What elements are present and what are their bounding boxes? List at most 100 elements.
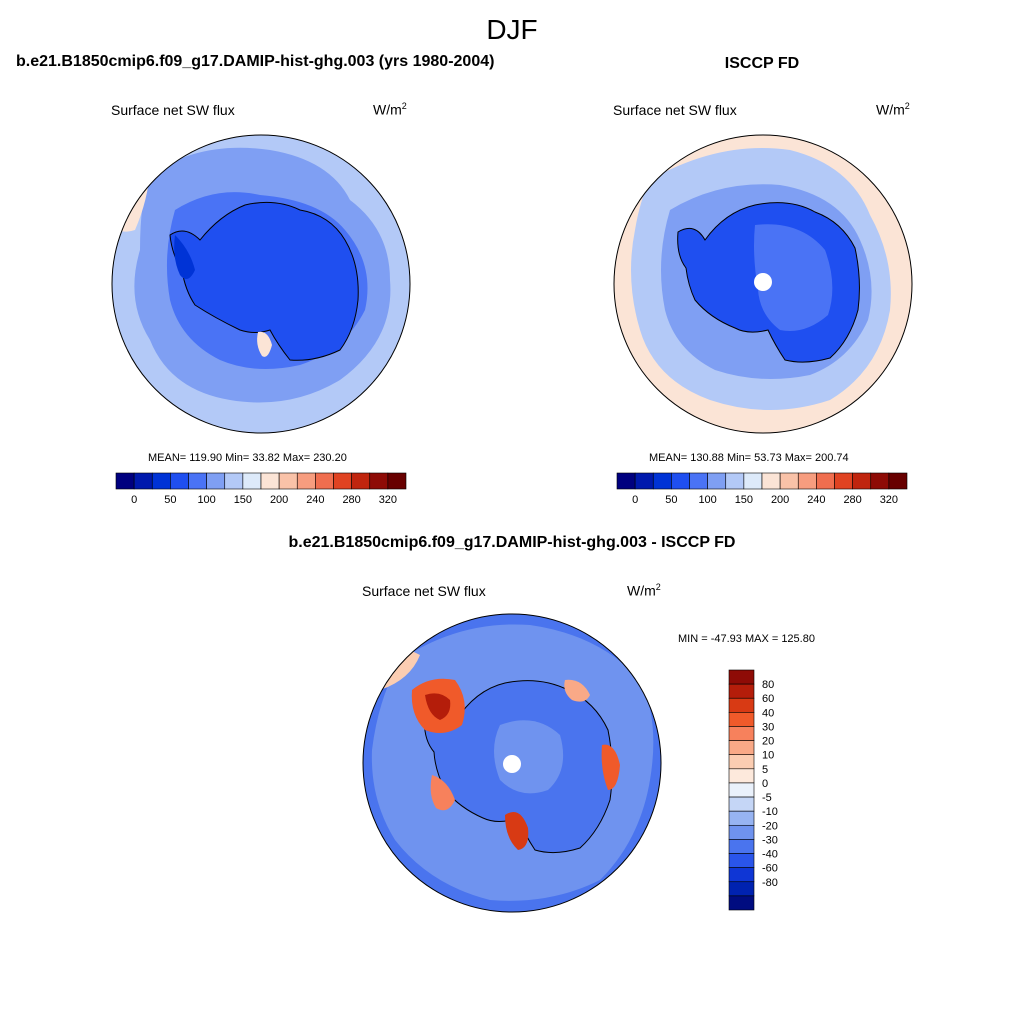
panel2-map [614,135,912,433]
panel3-colorbar-tick-label: 20 [762,736,774,748]
panel2-colorbar-swatch [616,472,636,490]
panel3-colorbar-tick-label: 80 [762,679,774,691]
panel2-colorbar-swatch [834,472,853,490]
season-title: DJF [486,14,538,45]
panel3-colorbar-swatch [728,853,755,868]
panel1-colorbar-tick-label: 100 [197,494,215,506]
panel1-colorbar-swatch [242,472,262,490]
panel2-title: ISCCP FD [724,55,800,72]
panel3-map [363,614,661,912]
panel3-colorbar-tick-label: -40 [762,849,778,861]
panel3-colorbar-tick-label: -80 [762,877,778,889]
panel3-warm-s [505,811,529,850]
panel3-colorbar-swatch [728,796,755,812]
panel3-colorbar-tick-label: 60 [762,693,774,705]
panel1-colorbar-swatch [115,472,135,490]
panel1-map [112,135,410,433]
panel2-stats: MEAN= 130.88 Min= 53.73 Max= 200.74 [649,452,849,464]
panel3-colorbar-tick-label: -30 [762,834,778,846]
panel3-colorbar-swatch [728,867,755,883]
panel1-colorbar-swatch [296,472,316,490]
panel2-colorbar-swatch [761,472,781,490]
panel2-colorbar-tick-label: 50 [665,494,677,506]
panel2-colorbar-swatch [689,472,708,490]
panel2-interior-lighter [754,224,833,331]
panel2-colorbar-swatch [652,472,672,490]
panel3-colorbar-tick-label: 5 [762,764,768,776]
panel2-units-label: W/m2 [876,101,910,118]
panel1-colorbar-swatch [151,472,171,490]
panel1-colorbar-swatch [333,472,352,490]
panel3-colorbar-swatch [728,824,755,840]
panel1-colorbar-swatch [224,472,244,490]
panel1-colorbar-swatch [260,472,280,490]
panel2-colorbar-tick-label: 200 [771,494,789,506]
panel3-warm-ne [564,679,590,702]
panel1-colorbar-swatch [278,472,298,490]
panel3-colorbar-swatch [728,754,755,770]
panel3-colorbar-tick-label: -10 [762,806,778,818]
panel3-colorbar-swatch [728,768,755,784]
panel1-colorbar-tick-label: 150 [234,494,252,506]
panel3-colorbar-swatch [728,726,755,741]
panel3-warm-sw [430,775,455,811]
panel1-colorbar-swatch [351,472,371,490]
panel3-colorbar-swatch [728,683,755,699]
panel2-pole-hole [754,273,772,291]
panel3-colorbar-swatch [728,740,755,756]
panel2-colorbar-swatch [816,472,835,490]
panel2-colorbar-swatch [671,472,690,490]
panel2-colorbar-swatch [779,472,799,490]
panel3-colorbar-tick-label: 40 [762,707,774,719]
panel3-colorbar-swatch [728,697,755,713]
panel3-colorbar-swatch [728,839,755,854]
panel1-map-border [111,134,411,434]
panel3-minmax: MIN = -47.93 MAX = 125.80 [678,633,815,645]
panel3-colorbar-tick-label: -20 [762,820,778,832]
panel3-colorbar-tick-label: 30 [762,721,774,733]
panel3-colorbar-tick-label: 10 [762,750,774,762]
panel3-units-label: W/m2 [627,582,661,599]
panel2-colorbar-swatch [707,472,727,490]
panel1-colorbar-tick-label: 50 [164,494,176,506]
panel1-colorbar-tick-label: 240 [306,494,324,506]
panel2-colorbar-tick-label: 0 [632,494,638,506]
panel1-colorbar-swatch [206,472,226,490]
panel2-colorbar-swatch [634,472,654,490]
panel3-interior-patch [494,720,564,794]
panel1-units-label: W/m2 [373,101,407,118]
panel3-colorbar-swatch [728,669,755,685]
panel3-map-border [362,613,662,913]
panel2-colorbar: 0 50 100 150 200 240 280 320 [616,472,908,506]
panel1-colorbar-tick-label: 320 [379,494,397,506]
panel2-colorbar-swatch [743,472,763,490]
panel2-map-border [613,134,913,434]
panel3-pole-hole [503,755,521,773]
panel2-colorbar-swatch [888,472,908,490]
panel2-colorbar-tick-label: 100 [698,494,716,506]
panel1-colorbar-tick-label: 280 [342,494,360,506]
panel3-colorbar-swatch [728,881,755,897]
panel1-colorbar-swatch [315,472,334,490]
panel2-colorbar-swatch [797,472,817,490]
panel3-colorbar-swatch [728,810,755,826]
panel2-colorbar-swatch [870,472,890,490]
panel1-colorbar-swatch [188,472,207,490]
panel1-stats: MEAN= 119.90 Min= 33.82 Max= 230.20 [148,452,347,464]
panel3-title: b.e21.B1850cmip6.f09_g17.DAMIP-hist-ghg.… [288,534,736,551]
panel1-variable-label: Surface net SW flux [111,102,235,118]
panel1-colorbar: 0 50 100 150 200 240 280 320 [115,472,407,506]
panel2-variable-label: Surface net SW flux [613,102,737,118]
panel3-colorbar-swatch [728,895,755,911]
panel2-colorbar-swatch [852,472,872,490]
panel3-colorbar-tick-label: 0 [762,778,768,790]
panel1-title: b.e21.B1850cmip6.f09_g17.DAMIP-hist-ghg.… [16,53,495,70]
panel1-colorbar-swatch [369,472,389,490]
panel1-colorbar-tick-label: 200 [270,494,288,506]
panel3-colorbar-swatch [728,712,755,727]
panel2-colorbar-tick-label: 240 [807,494,825,506]
panel1-colorbar-swatch [170,472,189,490]
panel2-colorbar-tick-label: 280 [843,494,861,506]
panel3-colorbar-tick-label: -5 [762,792,772,804]
